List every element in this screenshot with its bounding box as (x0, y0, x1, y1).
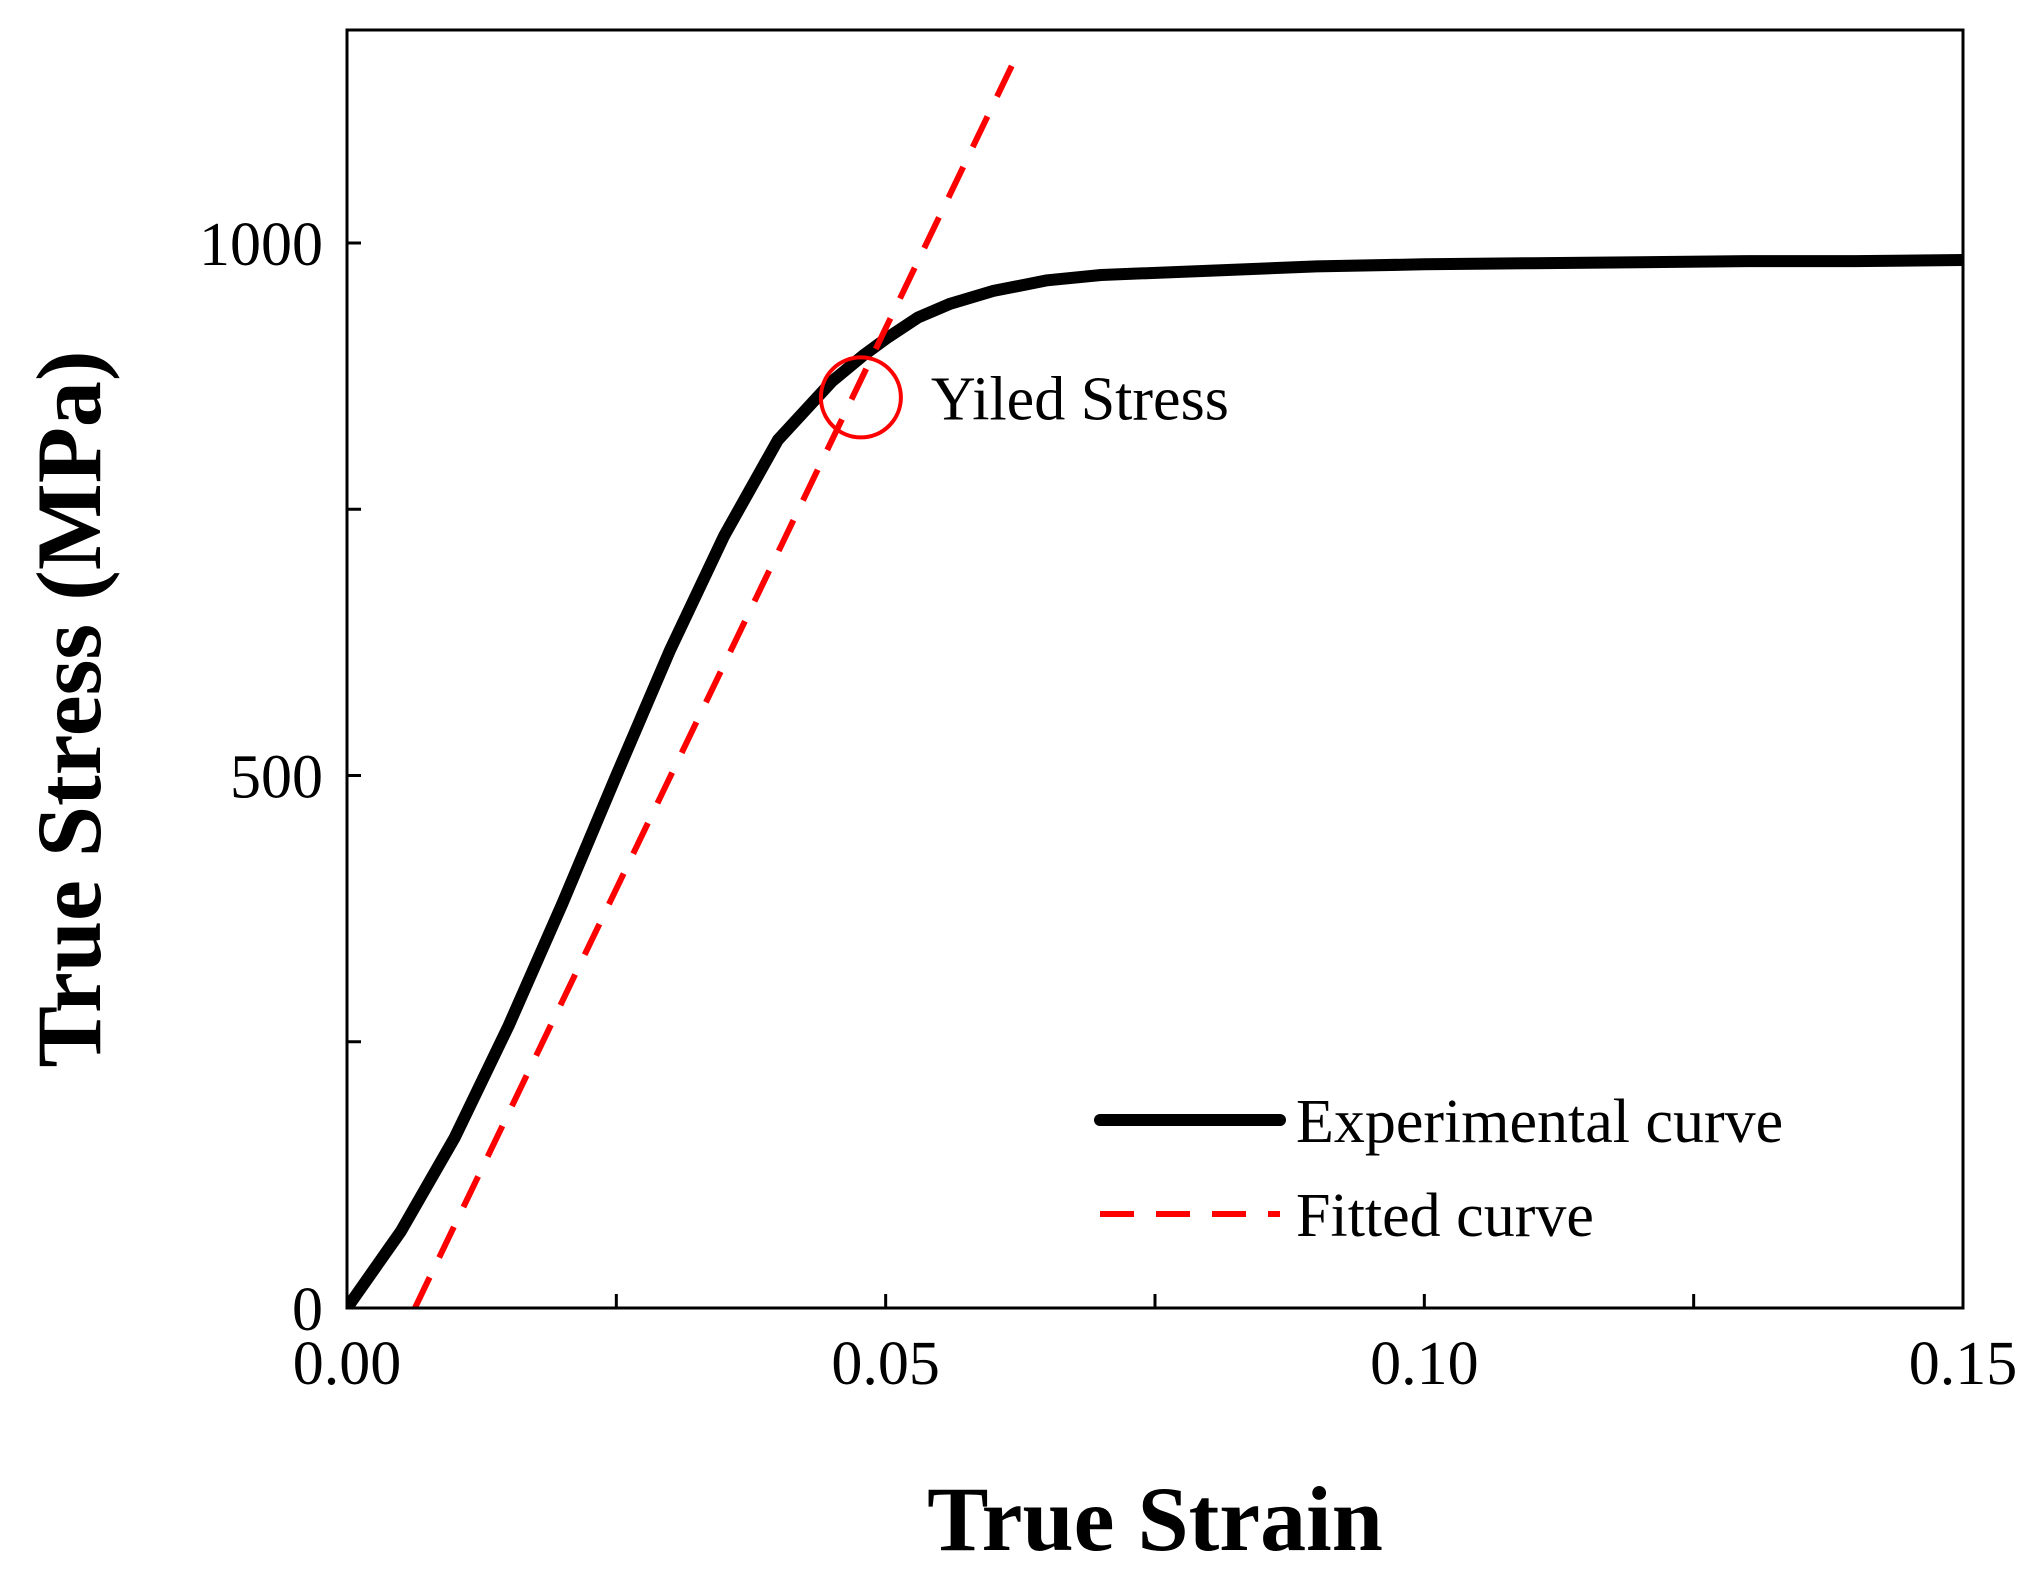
experimental-curve-line (347, 254, 1963, 1308)
yield-point-marker (818, 355, 903, 440)
x-tick-label: 0.10 (1370, 1330, 1479, 1398)
fitted-curve-line (412, 46, 1024, 1308)
y-tick-label: 500 (230, 744, 323, 812)
y-tick-label: 0 (292, 1276, 323, 1344)
axis-ticks: 0.00 0.05 0.10 0.15 0 500 1000 (199, 211, 2017, 1398)
y-axis-title: True Stress (MPa) (18, 350, 120, 1067)
y-tick-label: 1000 (199, 211, 323, 279)
legend-label: Experimental curve (1296, 1088, 1783, 1156)
x-axis-title: True Strain (927, 1468, 1383, 1570)
x-tick-label: 0.15 (1909, 1330, 2018, 1398)
legend-label: Fitted curve (1296, 1182, 1594, 1250)
yield-stress-label: Yiled Stress (931, 365, 1229, 433)
series-layer (347, 46, 1963, 1308)
annotation-layer: Yiled Stress (818, 355, 1229, 440)
x-tick-label: 0.00 (293, 1330, 402, 1398)
x-tick-label: 0.05 (831, 1330, 940, 1398)
legend: Experimental curve Fitted curve (1094, 1088, 1783, 1250)
